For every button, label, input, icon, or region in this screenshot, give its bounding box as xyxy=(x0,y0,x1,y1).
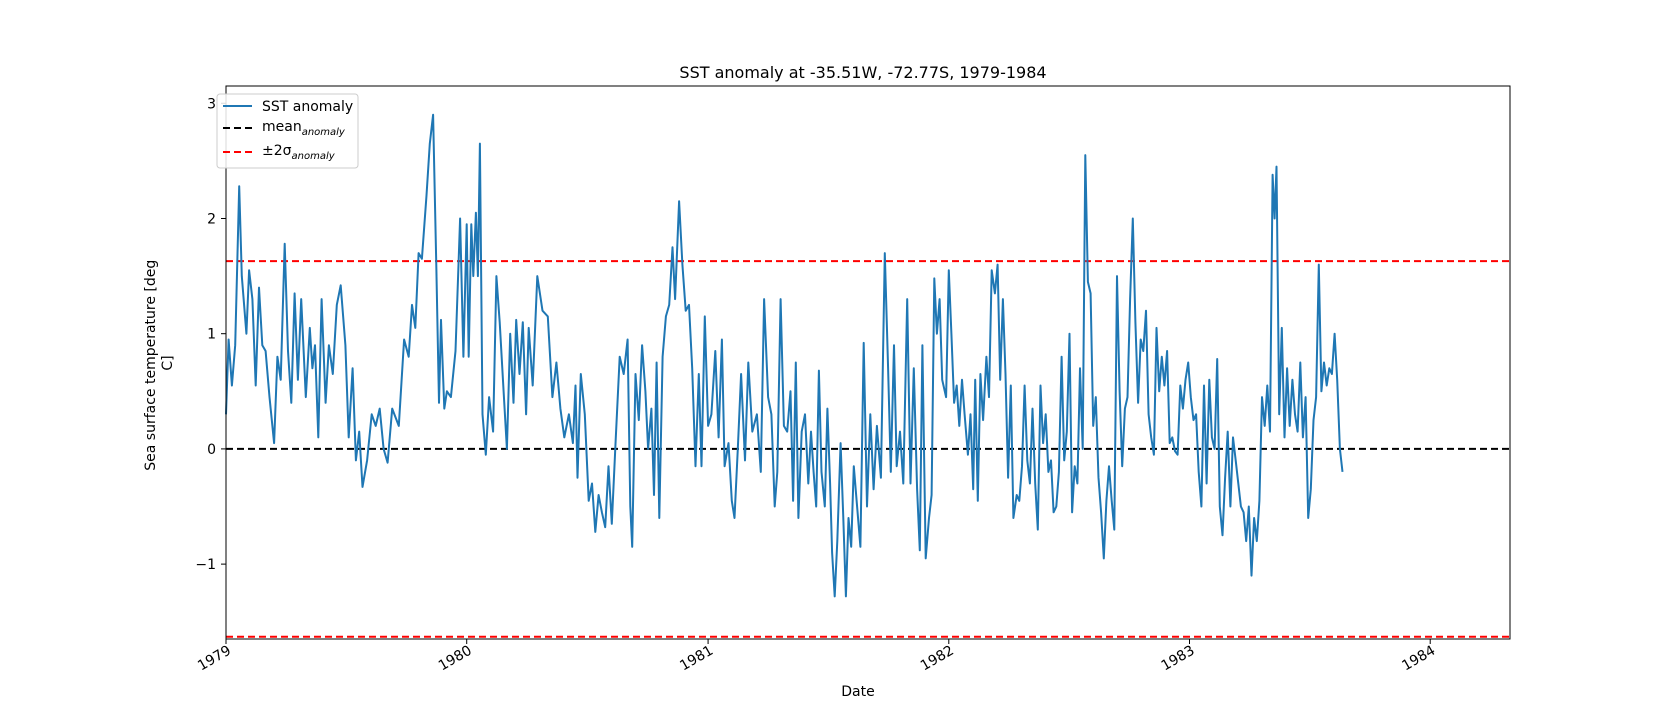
y-axis-label-line-2: C] xyxy=(160,355,176,370)
legend-label-mean-main: mean xyxy=(262,119,302,135)
reference-lines xyxy=(226,260,1510,638)
legend-label-2sigma: ±2σanomaly xyxy=(262,143,336,162)
legend-label-mean: meananomaly xyxy=(262,119,346,138)
y-tick-label: 1 xyxy=(207,327,216,343)
y-tick-label: 3 xyxy=(207,96,216,112)
plot-frame xyxy=(225,85,1511,640)
plot-area xyxy=(225,113,1510,638)
y-axis-label-line-1: Sea surface temperature [deg xyxy=(143,260,159,471)
legend-label-2sigma-sub: anomaly xyxy=(292,151,336,162)
y-axis-label: Sea surface temperature [deg C] xyxy=(143,255,176,470)
chart-title: SST anomaly at -35.51W, -72.77S, 1979-19… xyxy=(679,63,1046,82)
legend-label-mean-sub: anomaly xyxy=(302,127,346,138)
x-axis-label: Date xyxy=(841,684,874,700)
sst-anomaly-line xyxy=(225,113,1344,598)
legend-box xyxy=(216,93,359,169)
y-tick-label: 0 xyxy=(207,442,216,458)
y-axis: −1 0 1 2 3 xyxy=(195,96,226,573)
y-tick-label: −1 xyxy=(195,557,216,573)
legend: SST anomaly meananomaly ±2σanomaly xyxy=(216,93,359,169)
legend-label-sst-anomaly: SST anomaly xyxy=(262,99,353,115)
legend-label-2sigma-main: ±2σ xyxy=(262,143,292,159)
y-tick-label: 2 xyxy=(207,211,216,227)
